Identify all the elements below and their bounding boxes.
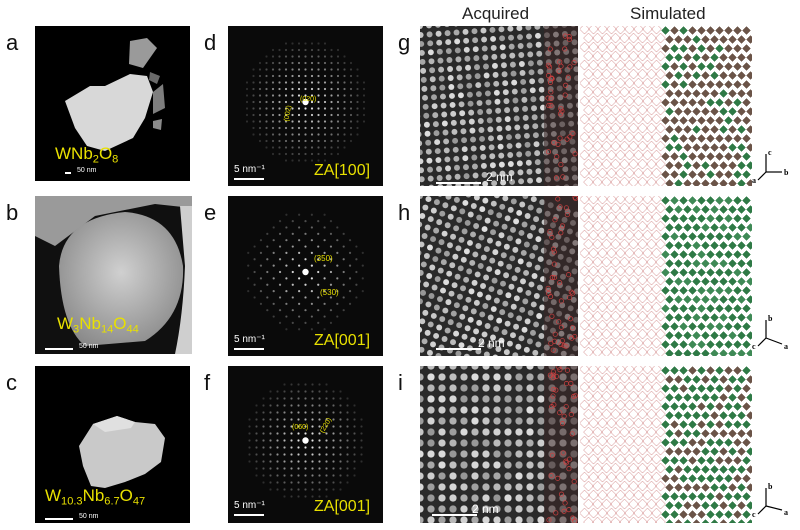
formula-sub: 10.3 — [61, 495, 83, 508]
polyhedra-model-h — [579, 193, 756, 359]
formula-part: Nb — [71, 144, 93, 163]
scale-label: 5 nm⁻¹ — [234, 164, 265, 175]
axis-label-up: c — [768, 148, 772, 157]
scale-bar — [234, 178, 264, 180]
compound-formula-c: W10.3Nb6.7O47 — [45, 486, 145, 507]
spot-label-1: (060) — [292, 424, 309, 431]
scale-label: 5 nm⁻¹ — [234, 334, 265, 345]
panel-label-f: f — [204, 370, 211, 395]
formula-sub: 6.7 — [104, 495, 120, 508]
formula-sub: 2 — [92, 153, 99, 166]
fft-image-f: (060) (220) 5 nm⁻¹ ZA[001] — [228, 366, 383, 523]
particle-shape-b — [35, 196, 192, 354]
axis-label-left: a — [752, 176, 756, 185]
column-header-simulated: Simulated — [630, 4, 706, 23]
particle-shape-a — [65, 38, 165, 151]
axis-label-left: c — [752, 510, 756, 519]
axis-label-right: b — [784, 168, 789, 177]
formula-part: Nb — [82, 486, 105, 505]
scale-label: 50 nm — [79, 513, 99, 520]
atomic-lattice-g — [420, 26, 578, 186]
axis-label-up: b — [768, 314, 773, 323]
panel-label-e: e — [204, 200, 217, 225]
formula-sub: 44 — [126, 323, 139, 336]
particle-image-a: WNb2O8 50 nm — [35, 26, 190, 181]
scale-label: 2 nm — [472, 502, 499, 516]
scale-label: 50 nm — [77, 167, 97, 174]
particle-image-b: W3Nb14O44 50 nm — [35, 196, 192, 354]
polyhedra-model-g — [579, 23, 756, 189]
crystal-axes-i: b c a — [752, 482, 792, 522]
formula-sub: 8 — [112, 153, 119, 166]
formula-part: W — [57, 314, 74, 333]
panel-label-b: b — [6, 200, 19, 225]
formula-sub: 47 — [132, 495, 146, 508]
atomic-lattice-i — [420, 366, 578, 523]
hrstem-image-h: 2 nm — [420, 196, 578, 356]
formula-sub: 14 — [100, 323, 114, 336]
particle-image-c: W10.3Nb6.7O47 50 nm — [35, 366, 190, 523]
compound-formula-b: W3Nb14O44 — [57, 314, 139, 335]
formula-part: W — [55, 144, 72, 163]
zone-axis-label: ZA[100] — [314, 162, 371, 179]
column-header-acquired: Acquired — [462, 4, 530, 23]
compound-formula-a: WNb2O8 — [55, 144, 118, 165]
polyhedra-model-i — [579, 363, 756, 529]
scale-bar — [45, 348, 73, 350]
simulated-structure-i — [579, 363, 756, 529]
scale-bar — [436, 348, 481, 350]
scale-bar — [65, 172, 71, 174]
scale-bar — [234, 514, 264, 516]
axis-label-right: a — [784, 342, 788, 351]
atomic-lattice-h — [420, 196, 578, 356]
panel-label-d: d — [204, 30, 217, 55]
formula-part: W — [45, 486, 62, 505]
panel-label-a: a — [6, 30, 19, 55]
fft-image-d: (002) (020) 5 nm⁻¹ ZA[100] — [228, 26, 383, 186]
scale-label: 2 nm — [478, 336, 505, 350]
panel-label-h: h — [398, 200, 411, 225]
scale-bar — [436, 182, 481, 184]
zone-axis-label: ZA[001] — [314, 332, 371, 349]
simulated-structure-g — [579, 23, 756, 189]
scale-bar — [432, 514, 477, 516]
panel-label-g: g — [398, 30, 411, 55]
panel-label-i: i — [398, 370, 403, 395]
diffraction-pattern-d — [245, 42, 366, 162]
diffraction-pattern-f — [248, 383, 363, 498]
panel-label-c: c — [6, 370, 17, 395]
spot-label-2: (530) — [320, 288, 339, 297]
formula-part: O — [113, 314, 127, 333]
formula-part: O — [119, 486, 133, 505]
scale-label: 50 nm — [79, 343, 99, 350]
particle-shape-c — [79, 416, 165, 488]
hrstem-image-g: 2 nm — [420, 26, 578, 186]
simulated-structure-h — [579, 193, 756, 359]
scale-bar — [234, 348, 264, 350]
spot-label-2: (020) — [300, 96, 317, 103]
formula-part: Nb — [79, 314, 101, 333]
crystal-axes-h: b c a — [752, 314, 792, 354]
axis-label-right: a — [784, 508, 788, 517]
diffraction-pattern-e — [247, 213, 364, 331]
crystal-axes-g: c a b — [752, 148, 792, 188]
hrstem-image-i: 2 nm — [420, 366, 578, 523]
axis-label-left: c — [752, 342, 756, 351]
formula-part: O — [98, 144, 113, 163]
zone-axis-label: ZA[001] — [314, 498, 371, 515]
spot-label-1: (350) — [314, 254, 333, 263]
formula-sub: 3 — [73, 323, 80, 336]
scale-bar — [45, 518, 73, 520]
fft-image-e: (350) (530) 5 nm⁻¹ ZA[001] — [228, 196, 383, 356]
scale-label: 2 nm — [486, 170, 513, 184]
axis-label-up: b — [768, 482, 773, 491]
scale-label: 5 nm⁻¹ — [234, 500, 265, 511]
